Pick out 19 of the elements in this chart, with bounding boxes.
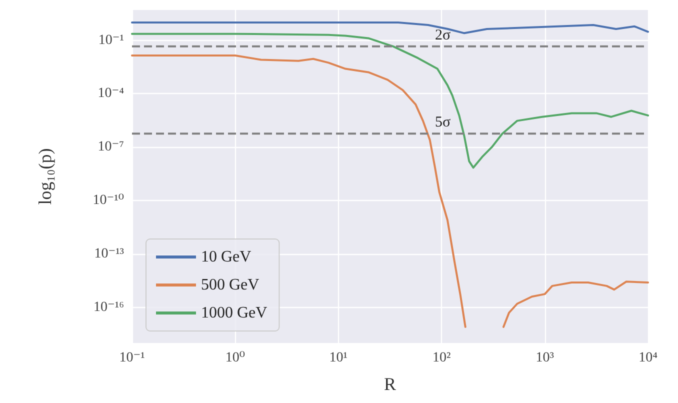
x-tick-label: 10³ — [536, 350, 554, 366]
y-tick-label: 10⁻¹⁰ — [92, 193, 124, 208]
legend-label: 500 GeV — [201, 276, 260, 294]
x-tick-label: 10¹ — [329, 350, 348, 366]
ref-line-label: 2σ — [435, 27, 451, 44]
x-tick-label: 10² — [432, 350, 451, 366]
y-tick-label: 10⁻¹³ — [94, 246, 124, 262]
legend-label: 1000 GeV — [201, 304, 268, 322]
y-tick-label: 10⁻¹⁶ — [94, 300, 124, 315]
x-axis-title: R — [384, 374, 396, 394]
legend-label: 10 GeV — [201, 248, 252, 266]
x-tick-label: 10⁰ — [225, 350, 246, 366]
y-tick-label: 10⁻⁴ — [98, 86, 124, 102]
y-axis-title: log₁₀(p) — [35, 148, 55, 205]
ref-line-label: 5σ — [435, 114, 451, 131]
y-tick-label: 10⁻⁷ — [98, 140, 124, 155]
x-tick-label: 10⁻¹ — [119, 350, 145, 366]
y-tick-label: 10⁻¹ — [98, 32, 124, 48]
x-tick-label: 10⁴ — [638, 350, 658, 366]
